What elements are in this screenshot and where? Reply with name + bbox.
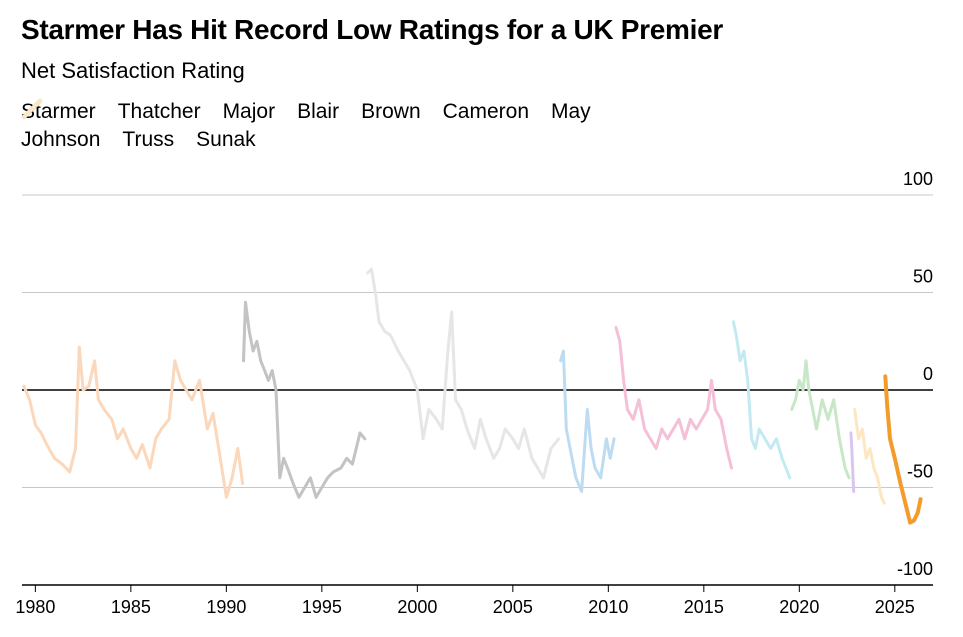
legend-label: Cameron <box>442 100 529 123</box>
series-line-johnson <box>790 359 851 480</box>
chart-subtitle: Net Satisfaction Rating <box>21 58 245 83</box>
series-line-starmer <box>883 374 923 525</box>
x-tick-label: 1990 <box>206 597 246 617</box>
legend-label: Truss <box>122 128 175 151</box>
x-tick-label: 2025 <box>875 597 915 617</box>
legend-label: Brown <box>361 100 421 123</box>
x-tick-label: 2005 <box>493 597 533 617</box>
legend-label: May <box>551 100 591 123</box>
series-line-thatcher <box>22 345 245 499</box>
legend-label: Sunak <box>196 128 256 151</box>
series-line-blair <box>366 267 561 480</box>
series-line-truss <box>849 431 856 493</box>
legend-label: Blair <box>297 100 340 123</box>
y-tick-label: 100 <box>903 169 933 189</box>
legend-item-sunak: Sunak <box>22 99 256 152</box>
series-line-may <box>731 320 792 480</box>
legend-label: Thatcher <box>117 100 201 123</box>
legend-label: Major <box>222 100 276 123</box>
series-line-cameron <box>614 326 733 470</box>
chart-title: Starmer Has Hit Record Low Ratings for a… <box>21 14 723 45</box>
x-tick-label: 2010 <box>588 597 628 617</box>
legend-label: Starmer <box>21 100 96 123</box>
x-tick-label: 1985 <box>111 597 151 617</box>
legend-swatch <box>22 99 42 119</box>
legend: Starmer Thatcher Major Blair Brown Cameron May… <box>21 98 941 154</box>
legend-label: Johnson <box>21 128 101 151</box>
y-tick-label: 50 <box>913 267 933 287</box>
x-tick-label: 2015 <box>684 597 724 617</box>
series-line-major <box>242 300 367 499</box>
y-tick-label: -50 <box>907 462 933 482</box>
x-tick-label: 1980 <box>15 597 55 617</box>
y-tick-label: 0 <box>923 364 933 384</box>
series-line-sunak <box>853 408 886 505</box>
y-tick-label: -100 <box>897 559 933 579</box>
x-tick-label: 2000 <box>397 597 437 617</box>
legend-row: Johnson Truss Sunak <box>21 99 941 154</box>
x-tick-label: 2020 <box>779 597 819 617</box>
x-tick-label: 1995 <box>302 597 342 617</box>
series-line-brown <box>559 349 616 493</box>
